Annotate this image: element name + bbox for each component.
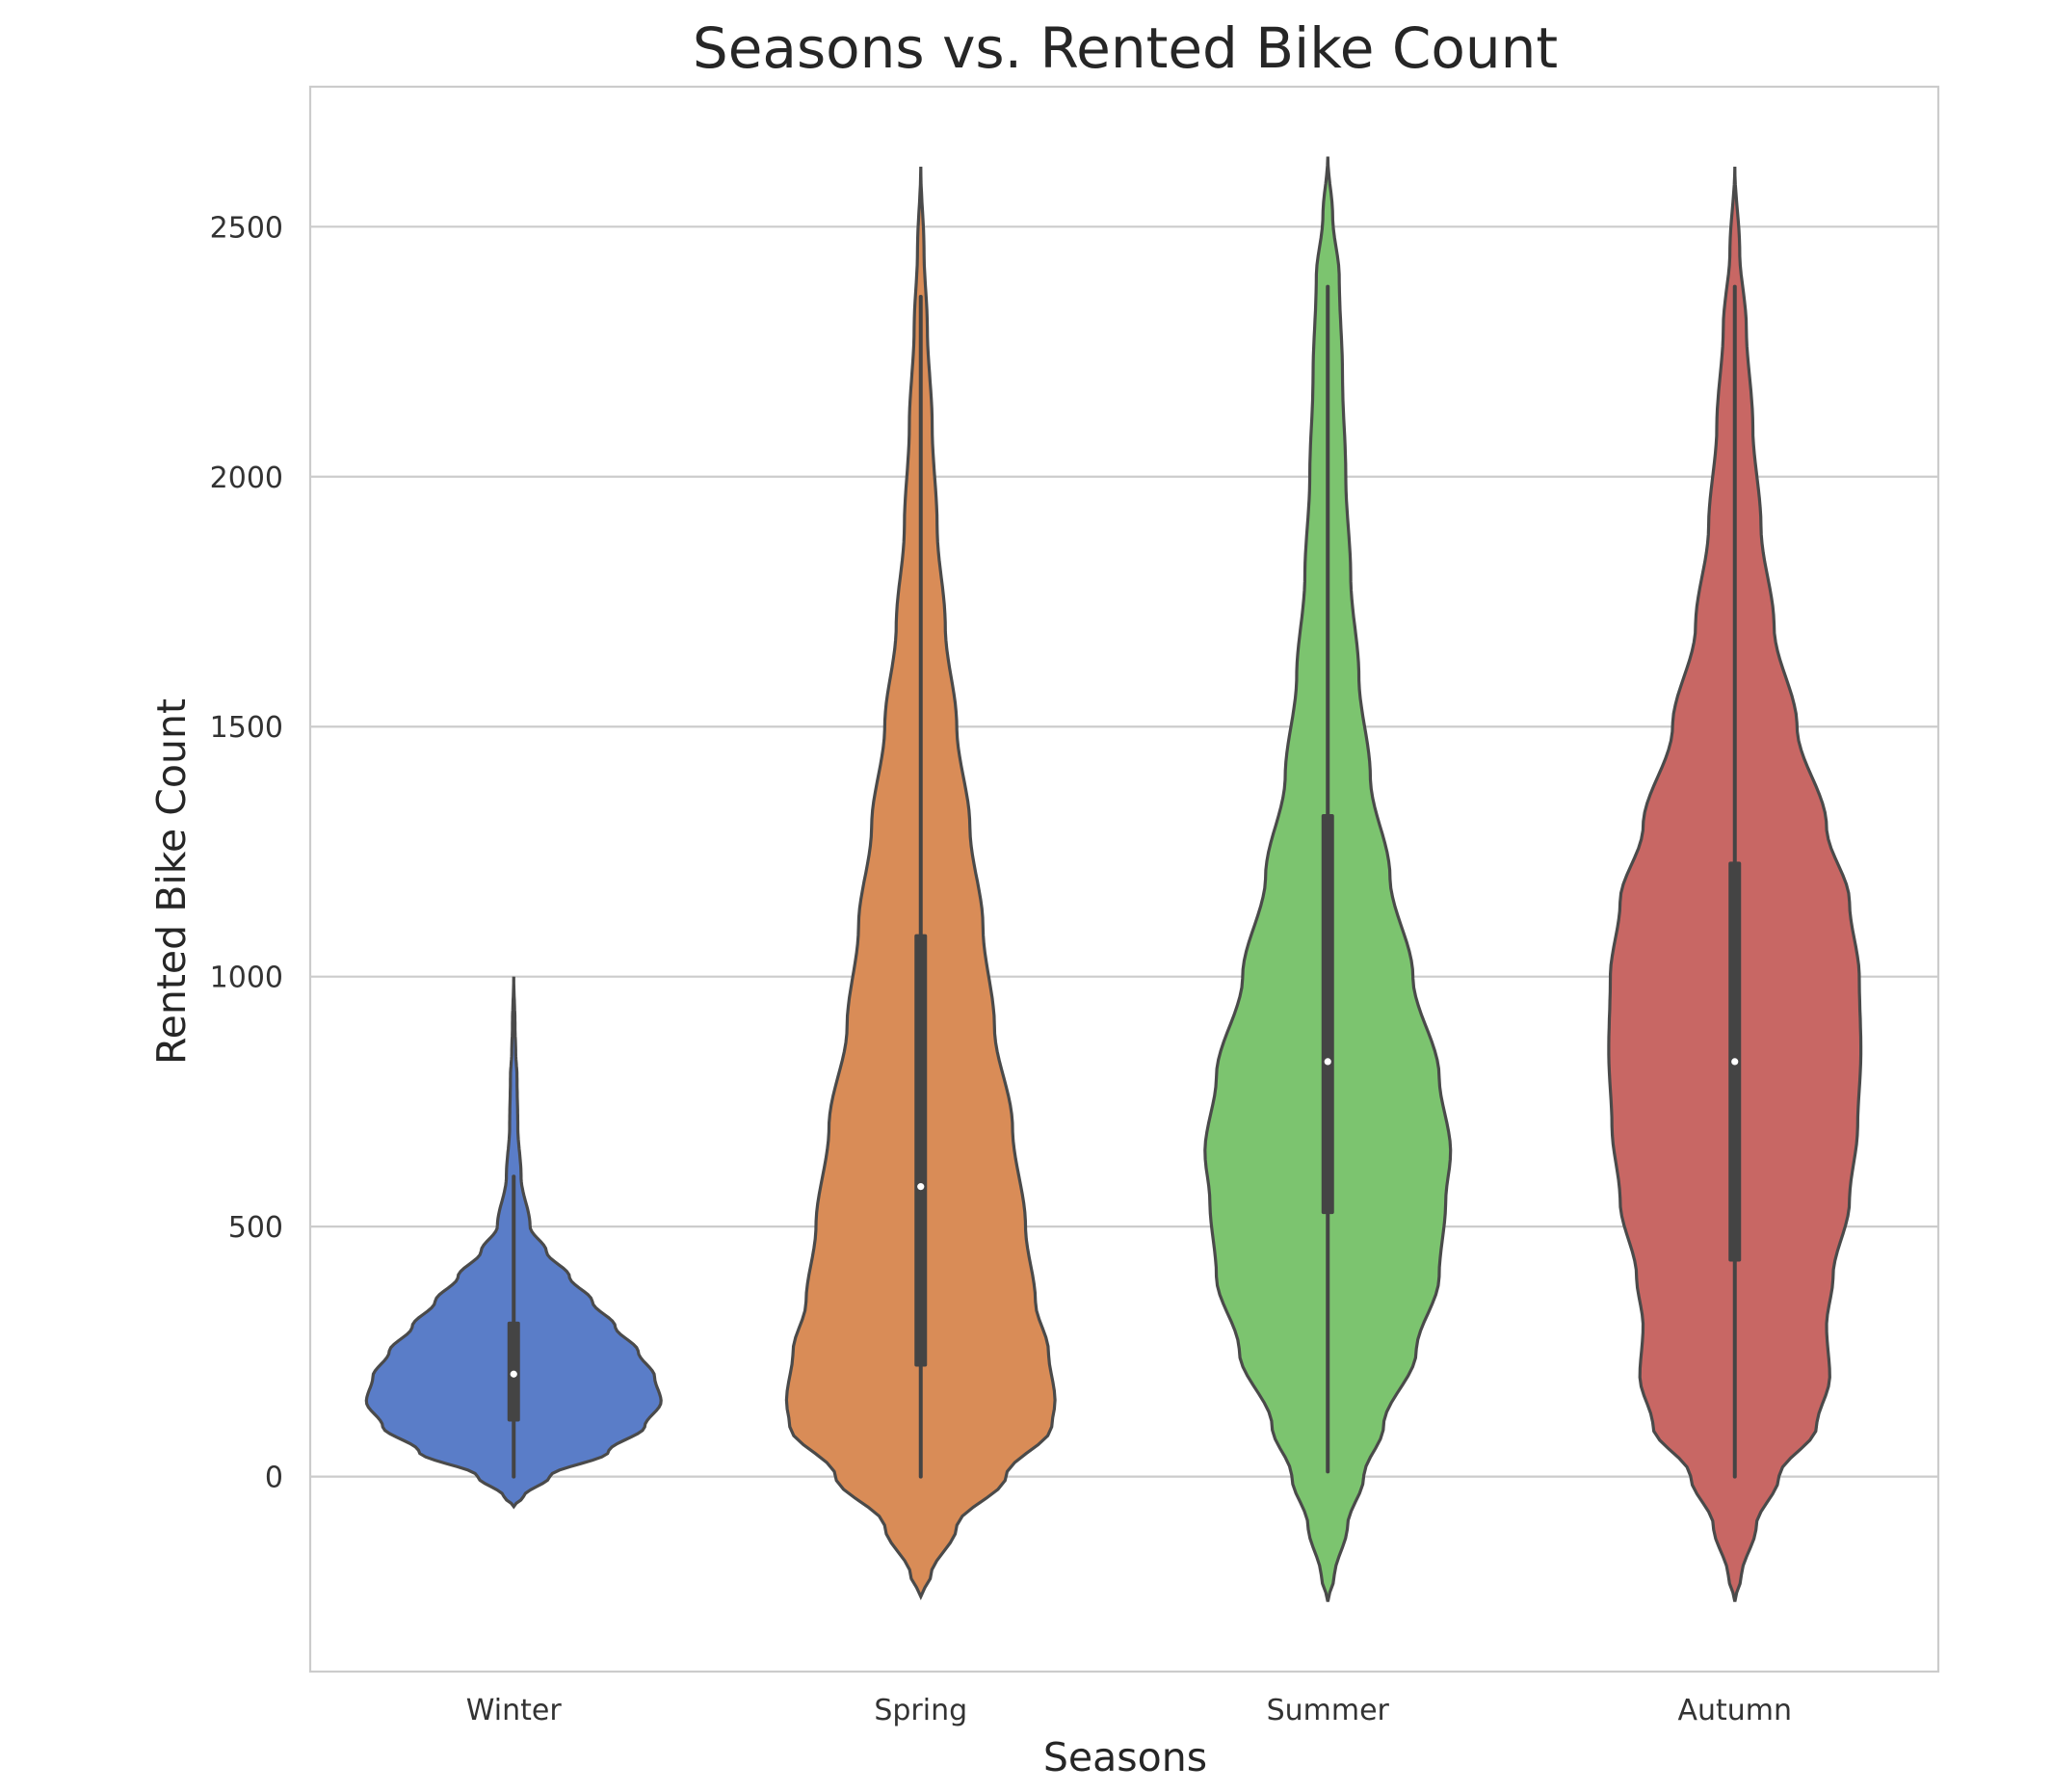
median-point-summer: [1324, 1058, 1331, 1066]
y-tick-label: 2000: [210, 461, 283, 495]
median-point-autumn: [1731, 1058, 1739, 1066]
iqr-box-spring: [914, 934, 928, 1367]
gridlines: [310, 225, 1938, 1478]
violins: [364, 156, 1863, 1602]
violin-summer: [1203, 156, 1453, 1602]
x-tick-label-autumn: Autumn: [1677, 1694, 1792, 1727]
x-tick-label-winter: Winter: [466, 1694, 563, 1727]
x-tick-label-spring: Spring: [874, 1694, 967, 1727]
y-tick-label: 0: [265, 1462, 283, 1495]
y-tick-labels: 0 500 1000 1500 2000 2500: [210, 211, 283, 1494]
x-axis-label: Seasons: [1043, 1734, 1207, 1780]
median-point-spring: [917, 1183, 925, 1191]
y-tick-label: 1000: [210, 962, 283, 995]
chart-title: Seasons vs. Rented Bike Count: [693, 15, 1558, 81]
x-tick-labels: Winter Spring Summer Autumn: [466, 1694, 1792, 1727]
x-tick-label-summer: Summer: [1267, 1694, 1390, 1727]
y-tick-label: 500: [228, 1211, 283, 1245]
y-tick-label: 2500: [210, 211, 283, 245]
plot-frame: [308, 85, 1940, 1673]
violin-spring: [784, 166, 1057, 1601]
violin-winter: [364, 976, 663, 1510]
y-tick-label: 1500: [210, 711, 283, 745]
y-axis-label: Rented Bike Count: [148, 698, 195, 1065]
violin-autumn: [1607, 166, 1863, 1602]
median-point-winter: [510, 1370, 517, 1378]
iqr-box-summer: [1321, 814, 1334, 1215]
